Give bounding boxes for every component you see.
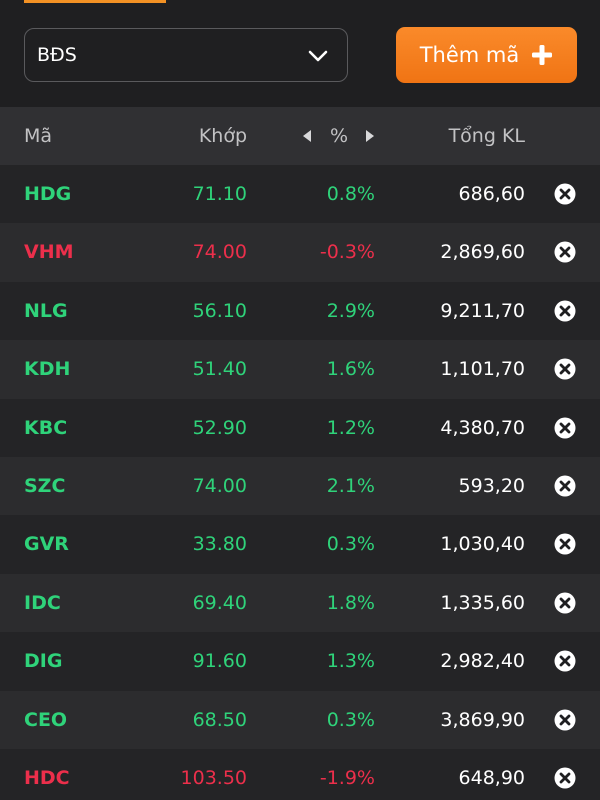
table-row[interactable]: NLG 56.10 2.9% 9,211,70 (0, 281, 600, 341)
table-row[interactable]: KDH 51.40 1.6% 1,101,70 (0, 340, 600, 399)
row-total-volume: 686,60 (458, 183, 525, 205)
column-header-total-volume[interactable]: Tổng KL (448, 125, 525, 147)
row-match-price: 68.50 (192, 708, 247, 731)
row-symbol: IDC (24, 591, 61, 614)
row-match-price: 69.40 (192, 591, 247, 614)
close-circle-icon[interactable] (554, 592, 576, 614)
close-circle-icon[interactable] (554, 183, 576, 205)
row-symbol: KBC (24, 416, 68, 439)
row-total-volume: 3,869,90 (440, 708, 525, 731)
row-total-volume: 2,869,60 (440, 241, 525, 264)
table-row[interactable]: HDC 103.50 -1.9% 648,90 (0, 748, 600, 800)
row-percent-change: -0.3% (319, 241, 375, 264)
add-symbol-label: Thêm mã (419, 43, 520, 67)
row-symbol: HDG (24, 183, 72, 205)
column-header-percent[interactable]: % (330, 125, 349, 147)
row-total-volume: 1,335,60 (440, 591, 525, 614)
row-match-price: 71.10 (192, 183, 247, 205)
caret-left-icon[interactable] (303, 130, 311, 142)
active-tab-indicator (24, 0, 166, 3)
close-circle-icon[interactable] (554, 767, 576, 789)
column-header-match-price[interactable]: Khớp (198, 125, 247, 147)
table-row[interactable]: IDC 69.40 1.8% 1,335,60 (0, 573, 600, 633)
row-match-price: 74.00 (192, 241, 247, 264)
row-symbol: DIG (24, 650, 63, 673)
table-row[interactable]: CEO 68.50 0.3% 3,869,90 (0, 690, 600, 749)
caret-right-icon[interactable] (366, 130, 374, 142)
row-symbol: HDC (24, 766, 70, 789)
row-percent-change: 1.3% (326, 650, 375, 673)
close-circle-icon[interactable] (554, 709, 576, 731)
row-symbol: VHM (24, 241, 74, 264)
watchlist-toolbar: BĐS Thêm mã (0, 0, 600, 107)
table-row[interactable]: VHM 74.00 -0.3% 2,869,60 (0, 223, 600, 282)
row-percent-change: 0.3% (326, 533, 375, 556)
table-header: Mã Khớp % Tổng KL (0, 107, 600, 165)
row-match-price: 103.50 (180, 766, 247, 789)
table-row[interactable]: HDG 71.10 0.8% 686,60 (0, 165, 600, 224)
row-symbol: CEO (24, 708, 68, 731)
chevron-down-icon (308, 50, 328, 62)
row-match-price: 91.60 (192, 650, 247, 673)
row-total-volume: 2,982,40 (440, 650, 525, 673)
row-total-volume: 1,101,70 (440, 358, 525, 381)
close-circle-icon[interactable] (554, 475, 576, 497)
table-row[interactable]: GVR 33.80 0.3% 1,030,40 (0, 515, 600, 574)
watchlist-select-value: BĐS (37, 44, 77, 66)
watchlist-table: HDG 71.10 0.8% 686,60 VHM 74.00 -0.3% 2,869,60 N… (0, 165, 600, 800)
row-total-volume: 4,380,70 (440, 416, 525, 439)
row-percent-change: 0.3% (326, 708, 375, 731)
close-circle-icon[interactable] (554, 300, 576, 322)
row-total-volume: 593,20 (458, 474, 525, 497)
row-symbol: SZC (24, 474, 66, 497)
plus-icon (532, 45, 553, 65)
close-circle-icon[interactable] (554, 533, 576, 555)
row-percent-change: 1.6% (326, 358, 375, 381)
table-row[interactable]: SZC 74.00 2.1% 593,20 (0, 456, 600, 516)
row-percent-change: 0.8% (326, 183, 375, 205)
column-header-symbol[interactable]: Mã (24, 125, 53, 147)
table-row[interactable]: KBC 52.90 1.2% 4,380,70 (0, 398, 600, 457)
row-symbol: NLG (24, 299, 68, 322)
close-circle-icon[interactable] (554, 241, 576, 263)
row-match-price: 74.00 (192, 474, 247, 497)
row-percent-change: 1.8% (326, 591, 375, 614)
table-row[interactable]: DIG 91.60 1.3% 2,982,40 (0, 632, 600, 691)
row-percent-change: 2.9% (326, 299, 375, 322)
row-percent-change: 2.1% (326, 474, 375, 497)
close-circle-icon[interactable] (554, 358, 576, 380)
row-percent-change: -1.9% (319, 766, 375, 789)
close-circle-icon[interactable] (554, 650, 576, 672)
row-total-volume: 1,030,40 (440, 533, 525, 556)
row-match-price: 52.90 (192, 416, 247, 439)
row-total-volume: 9,211,70 (440, 299, 525, 322)
row-symbol: GVR (24, 533, 69, 556)
add-symbol-button[interactable]: Thêm mã (396, 27, 577, 83)
row-match-price: 56.10 (192, 299, 247, 322)
row-match-price: 33.80 (192, 533, 247, 556)
row-symbol: KDH (24, 358, 71, 381)
watchlist-select[interactable]: BĐS (24, 28, 348, 82)
row-match-price: 51.40 (192, 358, 247, 381)
row-total-volume: 648,90 (458, 766, 525, 789)
close-circle-icon[interactable] (554, 417, 576, 439)
row-percent-change: 1.2% (326, 416, 375, 439)
